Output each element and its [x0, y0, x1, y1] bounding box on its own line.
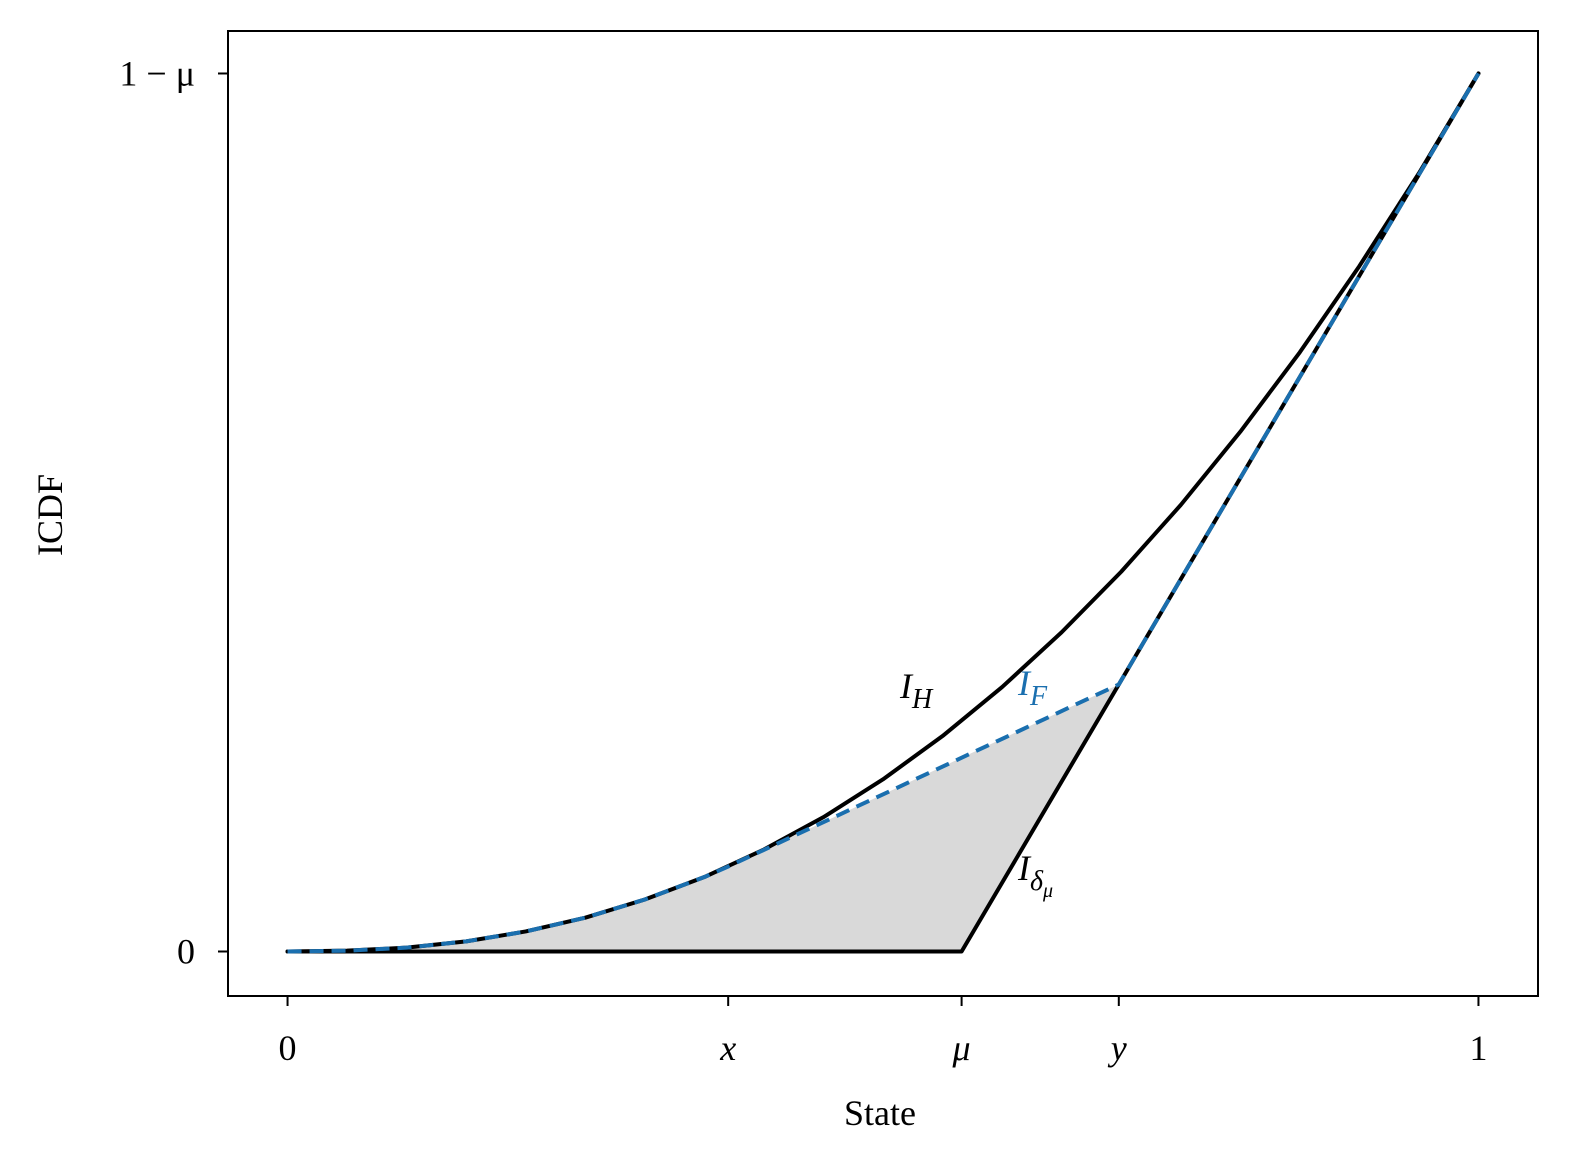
x-tick-label: y: [1108, 1028, 1127, 1068]
x-axis-label: State: [844, 1093, 916, 1133]
annotation-sub: F: [1029, 681, 1048, 712]
series-line: [287, 72, 1481, 954]
x-tick-label: x: [719, 1028, 736, 1068]
y-tick-label: 1 − μ: [119, 53, 195, 93]
annotation-sub: δ: [1030, 866, 1044, 897]
annotation: IH: [899, 666, 934, 715]
y-axis-label: ICDF: [30, 474, 70, 556]
annotation-base: I: [1017, 848, 1032, 888]
plot-frame: [227, 30, 1539, 997]
series-line: [285, 71, 1481, 954]
annotation: Iδμ: [1017, 848, 1053, 902]
x-tick-label: 0: [279, 1028, 297, 1068]
annotation-base: I: [1017, 663, 1032, 703]
x-tick-label: μ: [952, 1028, 971, 1068]
annotation: IF: [1017, 663, 1048, 712]
x-tick-label: 1: [1469, 1028, 1487, 1068]
y-tick-label: 0: [177, 931, 195, 971]
annotation-sub: H: [911, 684, 934, 715]
annotation-subsub: μ: [1042, 880, 1053, 902]
annotation-base: I: [899, 666, 914, 706]
